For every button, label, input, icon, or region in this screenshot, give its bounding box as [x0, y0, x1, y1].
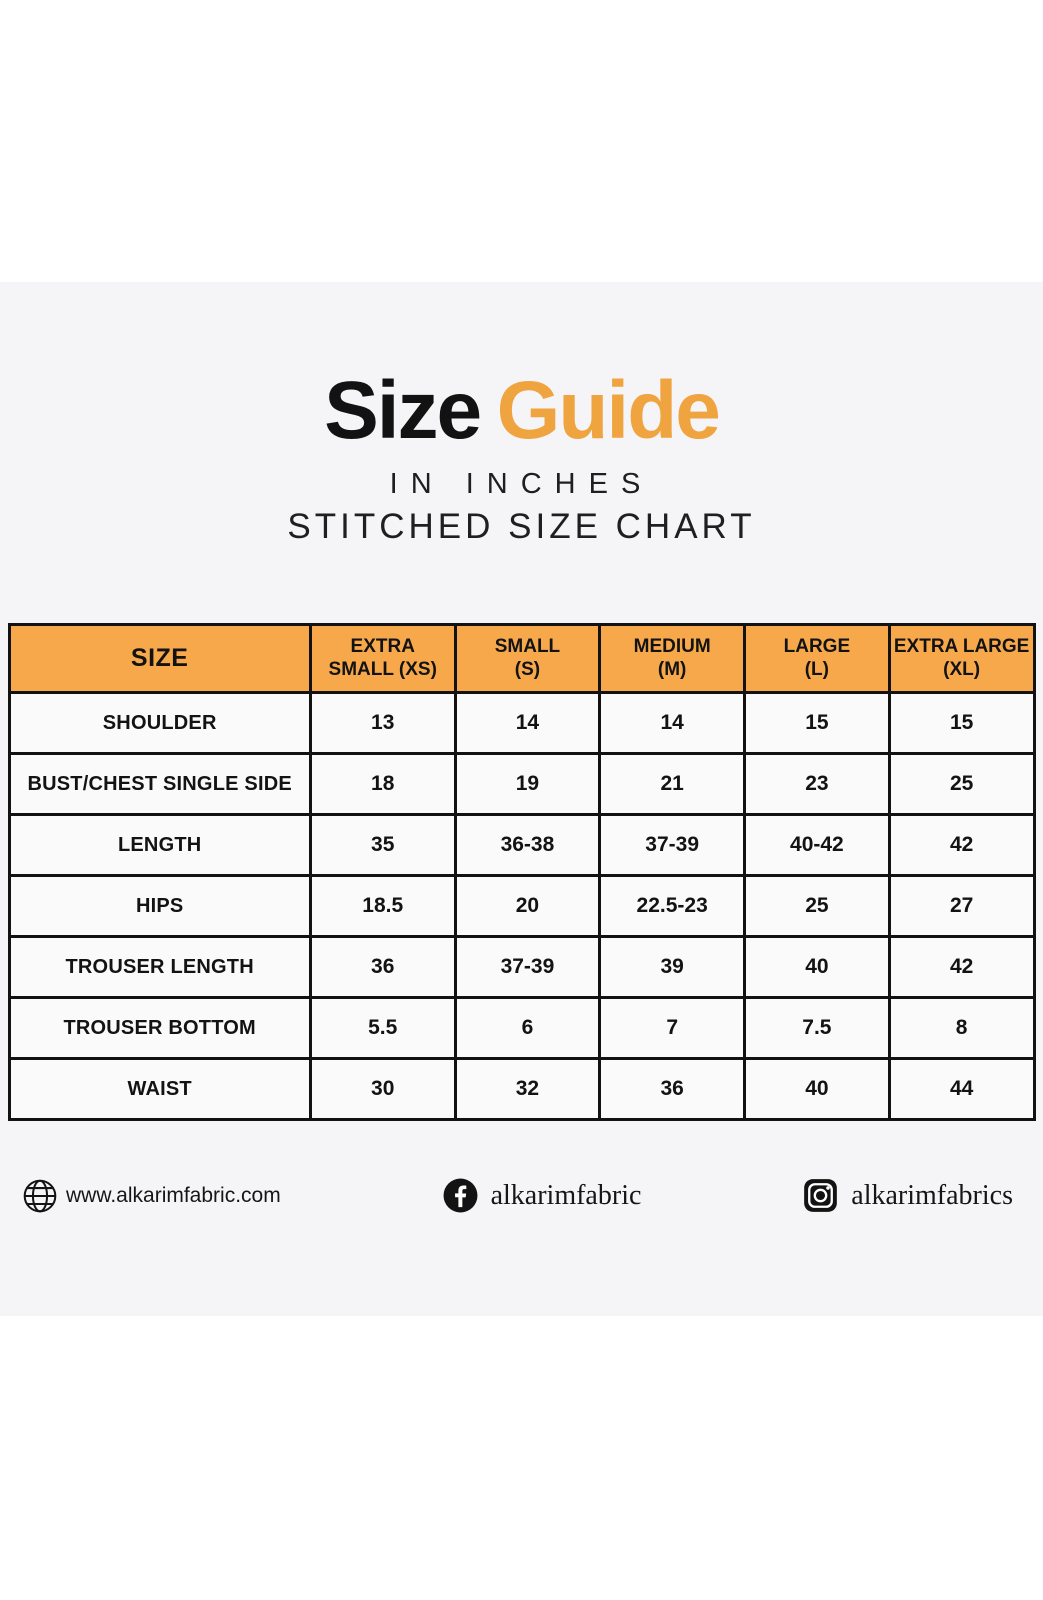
- row-label: TROUSER LENGTH: [7, 935, 312, 999]
- cell-value: 42: [887, 935, 1036, 999]
- page-title-accent: Guide: [496, 365, 721, 456]
- cell-value: 15: [743, 691, 891, 755]
- cell-value: 5.5: [308, 996, 457, 1060]
- cell-value: 40-42: [743, 813, 891, 877]
- row-label: SHOULDER: [7, 691, 312, 755]
- cell-value: 25: [887, 752, 1036, 816]
- subtitle-units: IN INCHES: [389, 468, 654, 500]
- column-header-s: SMALL (S): [453, 623, 602, 694]
- table-row-shoulder: SHOULDER 13 14 14 15 15: [7, 691, 1036, 755]
- instagram-handle: alkarimfabrics: [851, 1179, 1013, 1211]
- website-url: www.alkarimfabric.com: [66, 1183, 281, 1207]
- content-band: Size Guide IN INCHES STITCHED SIZE CHART …: [0, 282, 1043, 1316]
- cell-value: 44: [887, 1057, 1036, 1121]
- cell-value: 30: [308, 1057, 457, 1121]
- row-label: LENGTH: [7, 813, 312, 877]
- column-header-xs: EXTRA SMALL (XS): [308, 623, 457, 694]
- globe-icon: [22, 1178, 58, 1214]
- footer-facebook: alkarimfabric: [442, 1177, 642, 1214]
- row-label: HIPS: [7, 874, 312, 938]
- column-header-l: LARGE (L): [743, 623, 891, 694]
- top-margin: [0, 0, 1043, 282]
- cell-value: 36: [308, 935, 457, 999]
- subtitle-chart-type: STITCHED SIZE CHART: [287, 507, 756, 546]
- cell-value: 23: [743, 752, 891, 816]
- row-label: TROUSER BOTTOM: [7, 996, 312, 1060]
- page-title: Size Guide: [0, 370, 1043, 452]
- footer-website: www.alkarimfabric.com: [22, 1178, 281, 1214]
- cell-value: 37-39: [598, 813, 747, 877]
- cell-value: 36-38: [453, 813, 602, 877]
- table-row-trouser-bottom: TROUSER BOTTOM 5.5 6 7 7.5 8: [7, 996, 1036, 1060]
- cell-value: 22.5-23: [598, 874, 747, 938]
- cell-value: 8: [887, 996, 1036, 1060]
- cell-value: 27: [887, 874, 1036, 938]
- cell-value: 40: [743, 1057, 891, 1121]
- cell-value: 37-39: [453, 935, 602, 999]
- cell-value: 7: [598, 996, 747, 1060]
- column-header-xl: EXTRA LARGE (XL): [887, 623, 1036, 694]
- column-header-size: SIZE: [7, 623, 312, 694]
- title-block: Size Guide IN INCHES STITCHED SIZE CHART: [0, 282, 1043, 547]
- cell-value: 15: [887, 691, 1036, 755]
- row-label: BUST/CHEST SINGLE SIDE: [7, 752, 312, 816]
- cell-value: 18: [308, 752, 457, 816]
- table-row-waist: WAIST 30 32 36 40 44: [7, 1057, 1036, 1121]
- cell-value: 39: [598, 935, 747, 999]
- cell-value: 14: [598, 691, 747, 755]
- table-row-bust-chest: BUST/CHEST SINGLE SIDE 18 19 21 23 25: [7, 752, 1036, 816]
- header-row: SIZE EXTRA SMALL (XS) SMALL (S) MEDIUM (…: [7, 623, 1036, 694]
- cell-value: 42: [887, 813, 1036, 877]
- facebook-handle: alkarimfabric: [490, 1179, 642, 1211]
- cell-value: 35: [308, 813, 457, 877]
- cell-value: 6: [453, 996, 602, 1060]
- page-title-primary: Size: [324, 365, 482, 456]
- footer-instagram: alkarimfabrics: [802, 1177, 1013, 1214]
- table-row-length: LENGTH 35 36-38 37-39 40-42 42: [7, 813, 1036, 877]
- cell-value: 32: [453, 1057, 602, 1121]
- cell-value: 18.5: [308, 874, 457, 938]
- table-header: SIZE EXTRA SMALL (XS) SMALL (S) MEDIUM (…: [7, 623, 1036, 694]
- cell-value: 40: [743, 935, 891, 999]
- cell-value: 13: [308, 691, 457, 755]
- footer: www.alkarimfabric.com alkarimfabric: [0, 1177, 1043, 1214]
- column-header-m: MEDIUM (M): [598, 623, 747, 694]
- table-row-hips: HIPS 18.5 20 22.5-23 25 27: [7, 874, 1036, 938]
- row-label: WAIST: [7, 1057, 312, 1121]
- cell-value: 36: [598, 1057, 747, 1121]
- cell-value: 21: [598, 752, 747, 816]
- instagram-icon: [802, 1177, 839, 1214]
- cell-value: 7.5: [743, 996, 891, 1060]
- cell-value: 20: [453, 874, 602, 938]
- facebook-icon: [442, 1177, 479, 1214]
- cell-value: 14: [453, 691, 602, 755]
- table-row-trouser-length: TROUSER LENGTH 36 37-39 39 40 42: [7, 935, 1036, 999]
- table-body: SHOULDER 13 14 14 15 15 BUST/CHEST SINGL…: [7, 691, 1036, 1121]
- cell-value: 19: [453, 752, 602, 816]
- cell-value: 25: [743, 874, 891, 938]
- size-chart-table: SIZE EXTRA SMALL (XS) SMALL (S) MEDIUM (…: [7, 623, 1036, 1121]
